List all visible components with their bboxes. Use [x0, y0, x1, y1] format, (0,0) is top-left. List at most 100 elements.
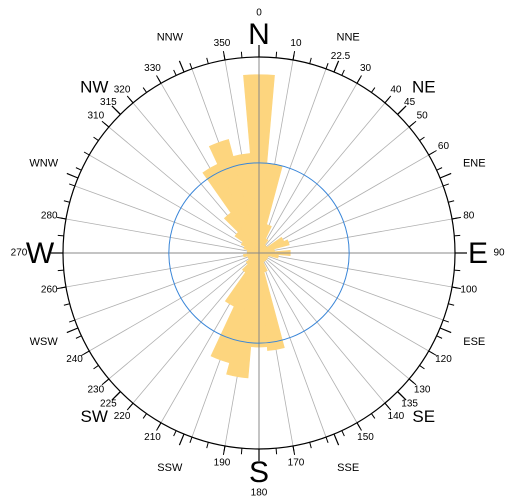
sector — [224, 252, 260, 307]
minor-tick — [173, 430, 177, 437]
sector — [258, 239, 290, 254]
sector — [241, 252, 260, 273]
spoke — [258, 252, 410, 380]
major-tick — [451, 216, 461, 220]
spoke — [258, 218, 453, 254]
major-tick — [356, 75, 362, 84]
minor-tick — [448, 303, 455, 306]
angle-label: 260 — [41, 285, 58, 296]
minor-tick — [419, 365, 425, 370]
angle-label: 135 — [401, 398, 418, 409]
compass-label: SE — [412, 407, 435, 426]
spoke — [258, 252, 444, 321]
angle-label: 120 — [435, 354, 452, 365]
minor-tick — [419, 136, 425, 141]
compass-label: NE — [412, 78, 436, 97]
compass-label: SSW — [157, 462, 183, 474]
angle-label: 45 — [404, 97, 416, 108]
compass-tick — [333, 433, 340, 446]
compass-label: NNW — [157, 32, 184, 44]
angle-label: 10 — [290, 38, 302, 49]
major-tick — [101, 120, 110, 128]
major-tick — [384, 402, 392, 411]
angle-label: 140 — [388, 411, 405, 422]
compass-label: N — [248, 18, 270, 51]
compass-label: ENE — [463, 158, 486, 170]
spoke — [258, 252, 358, 423]
angle-label: 50 — [417, 111, 429, 122]
compass-label: NNE — [337, 32, 360, 44]
minor-tick — [454, 234, 461, 237]
minor-tick — [75, 167, 82, 171]
compass-tick — [111, 391, 121, 401]
angle-label: 225 — [100, 398, 117, 409]
sector — [243, 252, 260, 258]
spoke — [74, 252, 260, 321]
minor-tick — [275, 448, 278, 455]
spoke — [108, 126, 260, 254]
major-tick — [156, 75, 162, 84]
compass-tick — [397, 105, 407, 115]
compass-label: SW — [81, 407, 108, 426]
minor-tick — [325, 437, 329, 443]
minor-tick — [57, 234, 64, 237]
minor-tick — [309, 442, 312, 449]
angle-label: 315 — [100, 97, 117, 108]
compass-label: NW — [80, 78, 108, 97]
spoke — [258, 252, 429, 352]
minor-tick — [57, 269, 64, 272]
angle-label: 230 — [87, 385, 104, 396]
compass-label: WNW — [29, 158, 58, 170]
minor-tick — [240, 448, 243, 455]
spoke — [258, 68, 327, 254]
major-tick — [428, 150, 437, 156]
minor-tick — [83, 151, 90, 156]
compass-label: SSE — [337, 462, 359, 474]
angle-label: 310 — [87, 111, 104, 122]
compass-label: E — [468, 237, 488, 270]
angle-label: 60 — [438, 141, 450, 152]
angle-label: 180 — [251, 488, 268, 499]
spoke — [132, 252, 260, 404]
angle-label: 40 — [390, 84, 402, 95]
major-tick — [408, 378, 417, 386]
compass-label: ESE — [463, 336, 485, 348]
compass-tick — [178, 60, 185, 73]
minor-tick — [371, 87, 376, 93]
angle-label: 100 — [460, 285, 477, 296]
minor-tick — [309, 57, 312, 64]
minor-tick — [275, 51, 278, 58]
spoke — [258, 252, 386, 404]
spoke — [258, 252, 453, 288]
major-tick — [57, 286, 67, 290]
major-tick — [126, 402, 134, 411]
minor-tick — [63, 200, 70, 203]
minor-tick — [436, 335, 443, 339]
minor-tick — [142, 413, 147, 419]
minor-tick — [436, 167, 443, 171]
major-tick — [292, 51, 296, 61]
compass-tick — [66, 172, 79, 179]
angle-label: 280 — [41, 211, 58, 222]
minor-tick — [206, 442, 209, 449]
angle-label: 240 — [66, 354, 83, 365]
sector — [245, 252, 260, 265]
angle-label: 30 — [360, 63, 372, 74]
compass-tick — [66, 327, 79, 334]
angle-label: 150 — [357, 432, 374, 443]
angle-label: 210 — [144, 432, 161, 443]
minor-tick — [371, 413, 376, 419]
compass-tick — [333, 60, 340, 73]
spoke — [258, 252, 327, 438]
minor-tick — [448, 200, 455, 203]
minor-tick — [341, 430, 345, 437]
angle-label: 22.5 — [331, 51, 351, 62]
angle-label: 320 — [114, 84, 131, 95]
angle-label: 170 — [288, 457, 305, 468]
angle-label: 330 — [144, 63, 161, 74]
minor-tick — [173, 69, 177, 76]
minor-tick — [63, 303, 70, 306]
spoke — [258, 185, 444, 254]
compass-tick — [111, 105, 121, 115]
